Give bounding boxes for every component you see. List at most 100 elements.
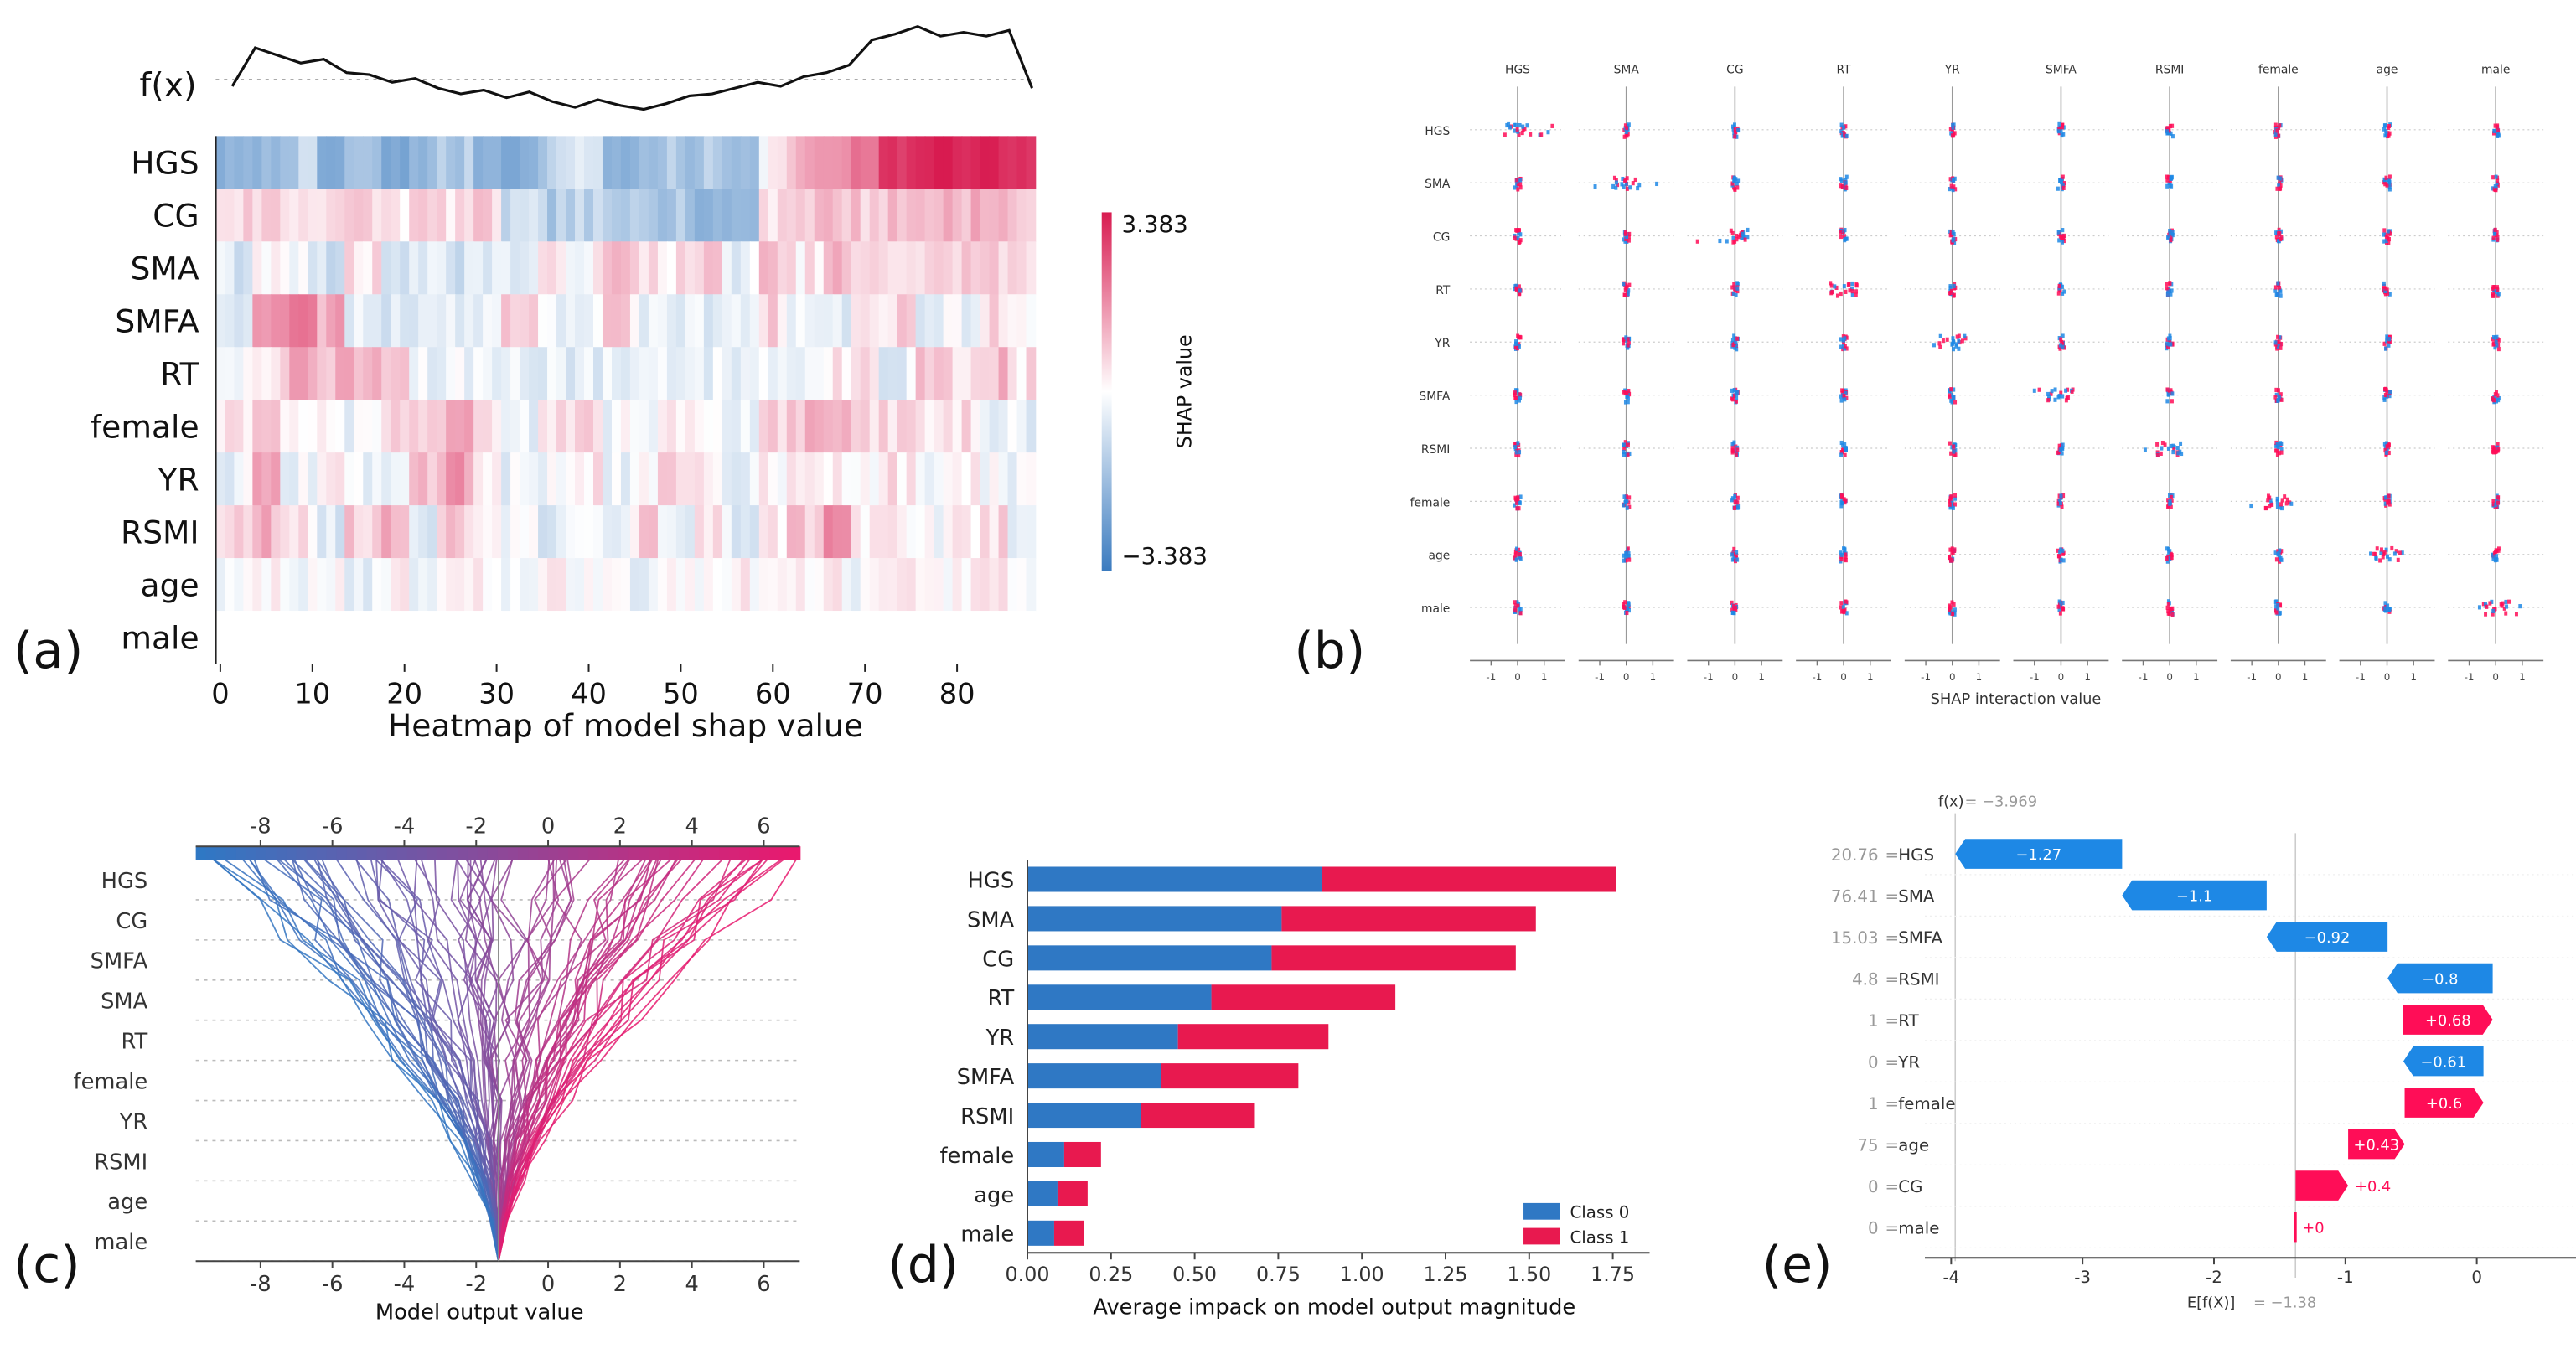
interaction-point: [1625, 505, 1629, 510]
heatmap-cell: [225, 505, 235, 559]
heatmap-cell: [1026, 241, 1037, 296]
interaction-point: [1518, 398, 1522, 403]
interaction-point: [2493, 289, 2497, 294]
interaction-point: [2279, 602, 2283, 607]
fx-label: f(x): [1938, 793, 1964, 810]
heatmap-cell: [906, 558, 917, 612]
heatmap-cell: [483, 241, 493, 296]
heatmap-cell: [592, 136, 603, 190]
interaction-point: [1948, 441, 1953, 446]
interaction-point: [1733, 493, 1737, 499]
interaction-point: [2165, 125, 2170, 130]
heatmap-cell: [961, 452, 972, 506]
colorbar-segment: [487, 845, 499, 860]
heatmap-cell: [786, 400, 797, 453]
heatmap-cell: [400, 241, 410, 296]
interaction-point: [2274, 285, 2279, 290]
heatmap-cell: [418, 294, 428, 349]
bar-class-0-female: [1027, 1141, 1064, 1167]
heatmap-cell: [712, 558, 723, 612]
heatmap-cell: [915, 611, 926, 664]
heatmap-cell: [777, 189, 788, 243]
heatmap-cell: [906, 189, 917, 243]
interaction-point: [1515, 287, 1519, 292]
decision-line: [497, 859, 732, 1261]
interaction-point: [1950, 550, 1954, 555]
interaction-point: [1515, 177, 1519, 182]
decision-line: [249, 859, 499, 1261]
colorbar-segment: [749, 845, 761, 860]
interaction-point: [2276, 334, 2280, 339]
heatmap-cell: [694, 294, 705, 349]
heatmap-cell: [464, 347, 474, 400]
interaction-point: [2277, 183, 2281, 188]
heatmap-cell: [271, 505, 282, 559]
heatmap-cell: [712, 452, 723, 506]
feature-label-smfa: SMFA: [115, 303, 199, 340]
heatmap-cell: [749, 558, 760, 612]
interaction-point: [2494, 502, 2498, 507]
heatmap-cell: [326, 611, 337, 664]
interaction-point: [2485, 604, 2489, 609]
interaction-point: [2394, 548, 2398, 553]
interaction-point: [2179, 441, 2183, 446]
bar-class-0-hgs: [1027, 866, 1322, 892]
heatmap-cell: [648, 189, 659, 243]
heatmap-cell: [234, 189, 245, 243]
heatmap-cell: [952, 452, 963, 506]
interaction-point: [1734, 605, 1738, 610]
waterfall-bar-cg: [2295, 1170, 2348, 1201]
heatmap-cell: [823, 294, 834, 349]
interaction-point: [2279, 345, 2283, 350]
interaction-point: [1514, 550, 1518, 555]
interaction-point: [1953, 493, 1958, 498]
heatmap-cell: [832, 558, 843, 612]
heatmap-cell: [980, 400, 991, 453]
interaction-point: [2170, 504, 2174, 509]
interaction-point: [1839, 234, 1844, 239]
heatmap-cell: [620, 294, 631, 349]
interaction-point: [2274, 134, 2279, 139]
heatmap-cell: [427, 347, 437, 400]
colorbar-segment: [598, 845, 610, 860]
heatmap-cell: [538, 241, 548, 296]
heatmap-cell: [814, 611, 825, 664]
heatmap-cell: [685, 189, 696, 243]
heatmap-cell: [1007, 611, 1018, 664]
interaction-point: [2387, 442, 2392, 447]
heatmap-cell: [326, 400, 337, 453]
waterfall-bar-hgs: [1955, 838, 2123, 869]
heatmap-cell: [344, 136, 355, 190]
heatmap-cell: [952, 241, 963, 296]
interaction-point: [2059, 493, 2063, 499]
interaction-point: [1515, 500, 1519, 505]
heatmap-cell: [391, 452, 401, 506]
x-tick-label: 1.25: [1423, 1263, 1467, 1286]
heatmap-cell: [575, 558, 585, 612]
interaction-point: [2057, 121, 2061, 127]
heatmap-cell: [547, 241, 557, 296]
interaction-point: [1842, 393, 1846, 398]
interaction-point: [2169, 178, 2173, 183]
interaction-point: [1938, 344, 1942, 349]
heatmap-cell: [501, 136, 511, 190]
interaction-point: [2382, 397, 2387, 402]
heatmap-cell: [657, 294, 668, 349]
x-tick-label: 1: [1758, 671, 1765, 683]
interaction-point: [1730, 181, 1735, 186]
heatmap-cell: [529, 400, 539, 453]
x-tick-label: -1: [1921, 671, 1931, 683]
interaction-point: [1637, 182, 1642, 187]
heatmap-cell: [427, 241, 437, 296]
heatmap-cell: [989, 400, 1000, 453]
heatmap-cell: [722, 294, 732, 349]
colorbar-segment: [759, 845, 771, 860]
interaction-point: [1734, 292, 1738, 297]
heatmap-cell: [758, 400, 769, 453]
heatmap-cell: [878, 241, 889, 296]
heatmap-cell: [584, 347, 594, 400]
bar-class-0-rt: [1027, 984, 1212, 1010]
heatmap-cell: [437, 347, 447, 400]
feature-label-cg: CG: [116, 908, 147, 933]
interaction-point: [1840, 493, 1844, 499]
